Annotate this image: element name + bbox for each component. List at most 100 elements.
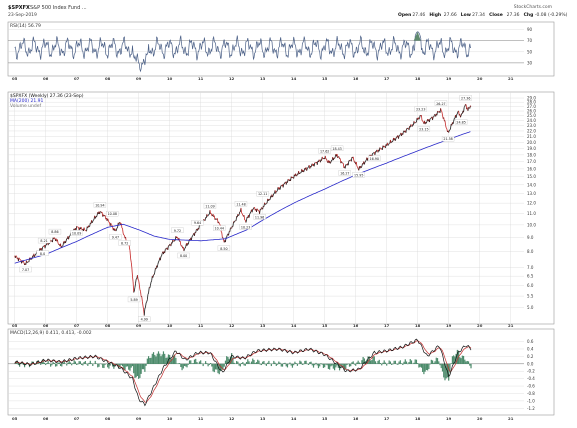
price-tick-label: 18.0 xyxy=(527,152,536,157)
annotation-box xyxy=(127,296,141,303)
annotation-box xyxy=(70,230,83,236)
macd-histogram-bar xyxy=(59,363,62,367)
macd-histogram-bar xyxy=(223,363,225,367)
macd-histogram-bar xyxy=(435,357,437,365)
macd-histogram-bar xyxy=(248,361,250,365)
macd-histogram-bar xyxy=(19,363,21,367)
macd-histogram-bar xyxy=(196,362,198,365)
macd-histogram-bar xyxy=(275,363,277,366)
macd-histogram-bar xyxy=(89,360,91,365)
price-segment xyxy=(96,214,98,218)
price-segment xyxy=(295,173,297,176)
price-segment xyxy=(122,233,125,236)
macd-histogram-bar xyxy=(281,363,284,367)
macd-histogram-bar xyxy=(284,362,286,365)
macd-histogram-bar xyxy=(208,363,210,365)
price-tick-label: 27.0 xyxy=(527,104,536,109)
x-axis-year-label: 21 xyxy=(508,416,514,421)
price-segment xyxy=(421,115,423,121)
price-segment xyxy=(115,227,118,231)
price-segment xyxy=(249,212,251,215)
x-axis-year-label: 15 xyxy=(322,416,328,421)
x-axis-year-label: 15 xyxy=(322,76,328,81)
annotation-label: 11.09 xyxy=(205,205,214,209)
macd-histogram-bar xyxy=(17,363,19,366)
macd-histogram-bar xyxy=(129,363,131,371)
annotation-box xyxy=(414,106,427,112)
price-segment xyxy=(334,156,336,159)
price-segment xyxy=(146,299,148,302)
x-axis-year-label: 06 xyxy=(43,76,49,81)
macd-histogram-bar xyxy=(450,363,452,365)
price-segment xyxy=(158,260,160,262)
macd-histogram-bar xyxy=(327,363,330,369)
macd-histogram-bar xyxy=(74,361,77,365)
x-axis-year-label: 09 xyxy=(136,416,142,421)
price-segment xyxy=(443,117,445,122)
macd-histogram-bar xyxy=(402,363,404,366)
macd-histogram-bar xyxy=(192,363,194,365)
macd-histogram-bar xyxy=(371,360,373,365)
macd-histogram-bar xyxy=(376,363,378,365)
macd-histogram-bar xyxy=(419,363,421,367)
macd-histogram-bar xyxy=(469,363,471,366)
annotation-box xyxy=(417,126,431,132)
macd-histogram-bar xyxy=(290,363,292,366)
macd-tick-label: -1.2 xyxy=(527,406,535,411)
macd-histogram-bar xyxy=(145,363,147,366)
price-tick-label: 6.5 xyxy=(527,274,534,279)
macd-histogram-bar xyxy=(87,363,89,366)
macd-histogram-bar xyxy=(231,353,233,365)
price-segment xyxy=(342,163,345,168)
quote-row: Open 27.46 High 27.66 Low 27.34 Close 27.36 Chg -… xyxy=(398,12,568,18)
macd-histogram-bar xyxy=(240,363,243,365)
price-segment xyxy=(287,179,289,183)
price-segment xyxy=(134,283,136,288)
macd-histogram-bar xyxy=(164,353,166,365)
macd-histogram-bar xyxy=(82,363,84,366)
macd-histogram-bar xyxy=(133,363,135,374)
macd-histogram-bar xyxy=(166,357,168,365)
price-segment xyxy=(149,285,151,289)
price-segment xyxy=(449,128,451,131)
price-segment xyxy=(252,207,255,210)
price-segment xyxy=(394,138,397,141)
annotation-label: 8.0 xyxy=(40,252,45,256)
price-segment xyxy=(57,239,59,244)
macd-histogram-bar xyxy=(388,360,390,365)
price-segment xyxy=(406,127,409,130)
annotation-box xyxy=(93,202,107,208)
price-segment xyxy=(444,120,446,126)
macd-histogram-bar xyxy=(383,360,385,365)
annotation-label: 10.44 xyxy=(215,227,224,231)
macd-histogram-bar xyxy=(243,363,245,366)
macd-histogram-bar xyxy=(431,360,434,365)
annotation-box xyxy=(441,136,455,142)
macd-histogram-bar xyxy=(41,361,43,365)
rsi-line xyxy=(14,31,472,73)
x-axis-year-label: 13 xyxy=(260,76,266,81)
price-segment xyxy=(122,228,124,234)
price-segment xyxy=(398,135,400,139)
macd-histogram-bar xyxy=(325,363,327,365)
macd-histogram-bar xyxy=(193,359,196,365)
x-axis-year-label: 09 xyxy=(136,323,142,328)
macd-histogram-bar xyxy=(301,363,303,365)
price-tick-label: 13.0 xyxy=(527,191,536,196)
macd-histogram-bar xyxy=(245,361,248,365)
macd-histogram-bar xyxy=(367,356,369,365)
price-segment xyxy=(282,183,285,188)
price-tick-label: 7.0 xyxy=(527,265,534,270)
macd-histogram-bar xyxy=(103,363,105,369)
price-tick-label: 25.0 xyxy=(527,113,536,118)
price-segment xyxy=(303,170,305,173)
price-segment xyxy=(118,222,120,225)
macd-histogram-bar xyxy=(408,362,410,365)
macd-histogram-bar xyxy=(417,363,419,365)
price-segment xyxy=(379,147,381,149)
macd-histogram-bar xyxy=(459,357,461,365)
price-segment xyxy=(374,151,376,156)
price-segment xyxy=(150,280,153,283)
macd-histogram-bar xyxy=(16,361,18,365)
price-segment xyxy=(131,267,133,277)
